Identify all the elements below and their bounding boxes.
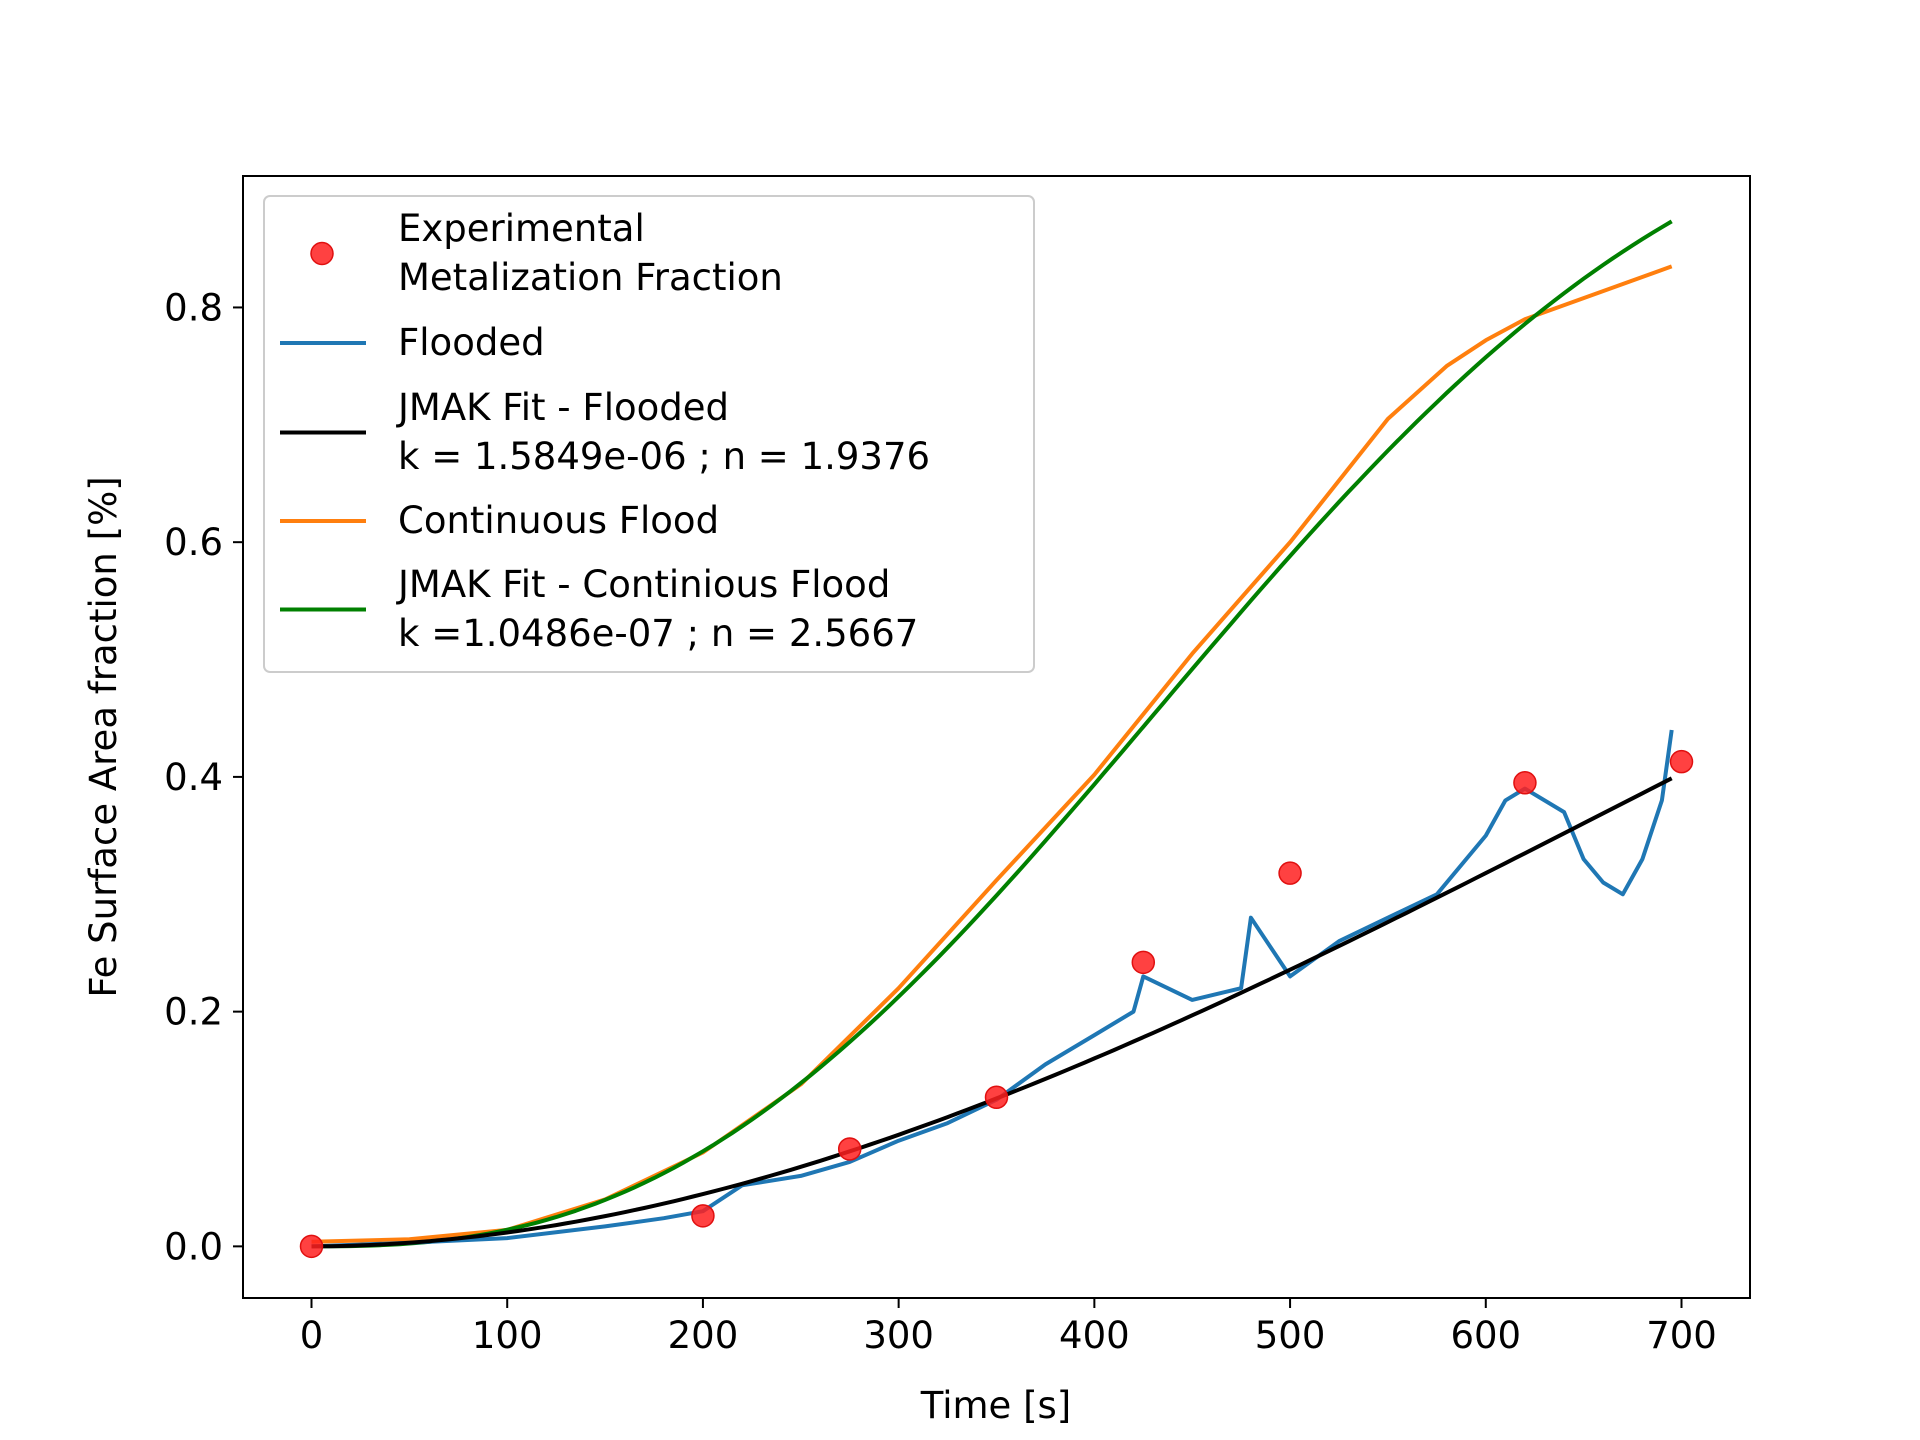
- legend-entry: Flooded: [280, 321, 545, 364]
- ticks-layer: 0 100 200 300 400 500 600 700 0.0 0.2 0.4 0.6 0.8: [164, 286, 1717, 1357]
- data-point: [1278, 861, 1302, 885]
- data-point: [837, 1137, 862, 1161]
- legend-label: JMAK Fit - Continious Flood: [396, 563, 890, 606]
- plot-frame: [242, 175, 1751, 1299]
- legend-label: Continuous Flood: [398, 499, 719, 542]
- series-flooded-line: [311, 729, 1674, 1249]
- x-tick-label: 0: [300, 1314, 324, 1357]
- legend-entry: JMAK Fit - Continious Flood k =1.0486e-0…: [280, 563, 918, 655]
- legend: Experimental Metalization Fraction Flooded…: [263, 195, 1035, 673]
- x-tick-label: 100: [472, 1314, 543, 1357]
- x-axis-label: Time [s]: [920, 1384, 1071, 1427]
- legend-entry: Experimental Metalization Fraction: [310, 207, 783, 299]
- data-point: [1131, 950, 1156, 975]
- legend-entry: JMAK Fit - Flooded k = 1.5849e-06 ; n = …: [280, 386, 930, 478]
- series-layer: [299, 219, 1694, 1259]
- legend-marker: [310, 241, 334, 266]
- x-tick-label: 200: [668, 1314, 739, 1357]
- data-point: [1669, 749, 1694, 774]
- y-tick-label: 0.0: [164, 1225, 223, 1268]
- legend-label: JMAK Fit - Flooded: [396, 386, 729, 429]
- series-continuous-flood-line: [311, 264, 1673, 1244]
- x-tick-label: 300: [863, 1314, 934, 1357]
- series-jmak-fit-continious-flood-line: [311, 219, 1673, 1249]
- y-tick-label: 0.8: [164, 286, 223, 329]
- x-tick-label: 400: [1059, 1314, 1130, 1357]
- x-tick-label: 500: [1255, 1314, 1326, 1357]
- legend-label: Metalization Fraction: [398, 256, 783, 299]
- legend-entry: Continuous Flood: [280, 499, 719, 542]
- x-tick-label: 700: [1646, 1314, 1717, 1357]
- legend-box: [263, 195, 1035, 673]
- y-tick-label: 0.6: [164, 521, 223, 564]
- y-tick-label: 0.2: [164, 991, 223, 1034]
- legend-label: k =1.0486e-07 ; n = 2.5667: [398, 612, 918, 655]
- legend-label: Experimental: [398, 207, 645, 250]
- x-tick-label: 600: [1450, 1314, 1521, 1357]
- data-point: [299, 1234, 324, 1259]
- series-experimental: [299, 749, 1694, 1259]
- legend-label: k = 1.5849e-06 ; n = 1.9376: [398, 435, 930, 478]
- data-point: [984, 1085, 1009, 1110]
- data-point: [691, 1204, 715, 1228]
- y-tick-label: 0.4: [164, 756, 223, 799]
- data-point: [1513, 771, 1537, 795]
- legend-label: Flooded: [398, 321, 545, 364]
- y-axis-label: Fe Surface Area fraction [%]: [82, 476, 125, 997]
